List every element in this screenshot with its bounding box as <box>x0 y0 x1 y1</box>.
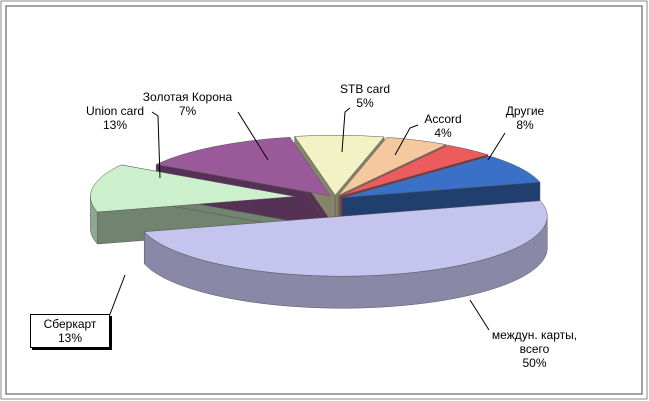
leader <box>341 107 351 153</box>
data-label: Золотая Корона 7% <box>130 90 245 118</box>
value-label: 4% <box>434 126 452 140</box>
slice <box>341 155 541 198</box>
category-label: Accord <box>424 112 462 126</box>
leaders <box>106 107 506 331</box>
slice <box>337 137 447 196</box>
data-label: Accord 4% <box>418 112 468 140</box>
slice <box>155 136 331 197</box>
value-label: 13% <box>102 118 128 132</box>
data-label: междун. карты, всего 50% <box>487 328 582 370</box>
pie <box>90 134 548 309</box>
category-label: STB card <box>339 82 390 96</box>
slice <box>143 200 548 277</box>
data-label: Union card 13% <box>80 104 150 132</box>
leader <box>106 274 126 323</box>
value-label: 50% <box>522 356 547 370</box>
slice <box>339 145 489 197</box>
category-label: Другие <box>505 104 545 118</box>
data-label: Другие 8% <box>495 104 555 132</box>
leader <box>469 299 490 331</box>
inner-frame <box>5 5 643 395</box>
value-label: 7% <box>178 104 197 118</box>
data-label: Сберкарт 13% <box>30 314 110 348</box>
category-label: междун. карты, всего <box>491 328 578 356</box>
leader <box>394 124 419 156</box>
slice <box>294 134 385 196</box>
value-label: 8% <box>516 118 534 132</box>
category-label: Union card <box>85 104 145 118</box>
leader <box>487 132 506 161</box>
category-label: Сберкарт <box>43 317 97 331</box>
leader <box>237 111 269 161</box>
value-label: 5% <box>356 96 374 110</box>
slice <box>90 164 296 213</box>
leader <box>151 111 161 179</box>
value-label: 13% <box>57 331 83 345</box>
data-label: STB card 5% <box>330 82 400 110</box>
category-label: Золотая Корона <box>142 90 233 104</box>
